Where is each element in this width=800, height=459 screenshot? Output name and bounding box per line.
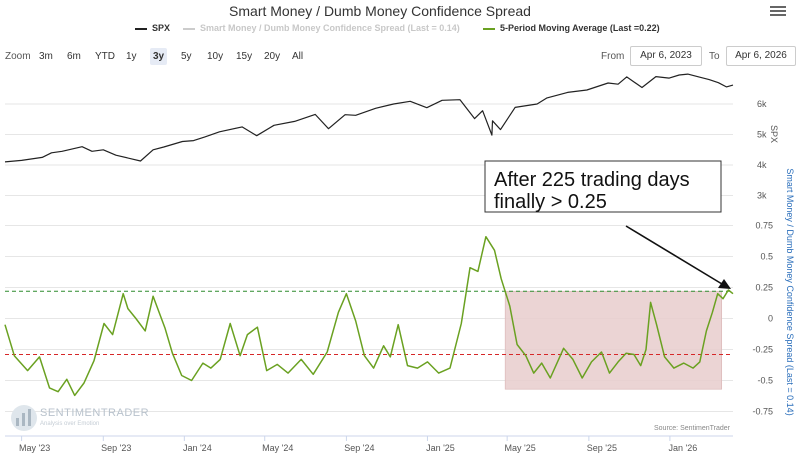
zoom-button-1y[interactable]: 1y (126, 51, 137, 62)
spx-tick-label-0: 3k (757, 191, 767, 201)
x-tick-label-3: May '24 (262, 443, 293, 453)
spx-tick-label-2: 5k (757, 130, 767, 140)
x-tick-label-2: Jan '24 (183, 443, 212, 453)
annotation: After 225 trading days finally > 0.25 (484, 160, 731, 289)
legend-item-ma[interactable]: 5-Period Moving Average (Last =0.22) (483, 23, 660, 33)
legend-label-spx: SPX (152, 23, 171, 33)
logo-tagline: Analysis over Emotion (40, 421, 99, 427)
x-tick-label-6: May '25 (505, 443, 536, 453)
x-tick-label-5: Jan '25 (426, 443, 455, 453)
legend-item-spread[interactable]: Smart Money / Dumb Money Confidence Spre… (183, 23, 460, 33)
zoom-button-20y[interactable]: 20y (264, 51, 281, 62)
annotation-line-2: finally > 0.25 (494, 191, 607, 213)
hamburger-menu-icon[interactable] (770, 4, 786, 18)
logo-bar-1 (16, 418, 19, 426)
zoom-button-5y[interactable]: 5y (181, 51, 192, 62)
highlight-layer (504, 290, 723, 390)
legend-swatch-spread (183, 27, 195, 30)
spread-tick-label-4: 0.25 (755, 283, 773, 293)
source-label: Source: SentimenTrader (654, 425, 731, 432)
annotation-arrow-head (718, 279, 731, 289)
axes-layer: 3k 4k 5k 6k -0.75 -0.5 -0.25 0 0.25 0.5 0.75 SPX Sma… (5, 99, 795, 453)
annotation-line-1: After 225 trading days (494, 169, 690, 191)
annotation-box (484, 160, 722, 213)
legend-item-spx[interactable]: SPX (135, 23, 170, 33)
legend-label-spread: Smart Money / Dumb Money Confidence Spre… (200, 23, 460, 33)
x-tick-label-0: May '23 (19, 443, 50, 453)
zoom-button-10y[interactable]: 10y (207, 51, 224, 62)
spread-tick-label-2: -0.25 (752, 345, 773, 355)
x-tick-label-1: Sep '23 (101, 443, 131, 453)
x-tick-label-7: Sep '25 (587, 443, 617, 453)
logo-bar-2 (22, 413, 25, 426)
reference-lines (5, 290, 733, 355)
zoom-button-ytd[interactable]: YTD (95, 51, 115, 62)
logo: SENTIMENTRADER Analysis over Emotion (11, 405, 149, 431)
series-line-moving-average (4, 235, 734, 397)
legend-swatch-spx (135, 27, 147, 30)
chart-title: Smart Money / Dumb Money Confidence Spre… (229, 3, 531, 19)
range-to-input[interactable]: Apr 6, 2026 (726, 46, 796, 66)
zoom-button-all[interactable]: All (292, 51, 304, 62)
spx-axis-title: SPX (769, 125, 779, 143)
range-to-label: To (709, 51, 720, 62)
spread-tick-label-3: 0 (768, 314, 773, 324)
zoom-label: Zoom (5, 51, 31, 62)
spx-tick-label-3: 6k (757, 99, 767, 109)
annotation-arrow-shaft (625, 225, 723, 285)
x-tick-label-4: Sep '24 (344, 443, 374, 453)
range-from-input[interactable]: Apr 6, 2023 (630, 46, 702, 66)
spread-tick-label-6: 0.75 (755, 221, 773, 231)
x-tick-label-8: Jan '26 (669, 443, 698, 453)
range-from-label: From (601, 51, 625, 62)
legend-label-ma: 5-Period Moving Average (Last =0.22) (500, 23, 660, 33)
zoom-button-3m[interactable]: 3m (39, 51, 53, 62)
series-layer (4, 73, 734, 397)
zoom-button-3y[interactable]: 3y (150, 48, 168, 65)
zoom-button-6m[interactable]: 6m (67, 51, 81, 62)
spread-axis-title: Smart Money / Dumb Money Confidence Spre… (785, 168, 795, 415)
series-line-spx (4, 73, 734, 163)
zoom-button-15y[interactable]: 15y (236, 51, 253, 62)
logo-name: SENTIMENTRADER (40, 407, 149, 419)
logo-bar-3 (28, 409, 31, 426)
highlight-region (504, 290, 723, 390)
spread-tick-label-1: -0.5 (757, 376, 773, 386)
legend-swatch-ma (483, 27, 495, 30)
spread-tick-label-0: -0.75 (752, 407, 773, 417)
spx-tick-label-1: 4k (757, 160, 767, 170)
spread-tick-label-5: 0.5 (760, 252, 773, 262)
